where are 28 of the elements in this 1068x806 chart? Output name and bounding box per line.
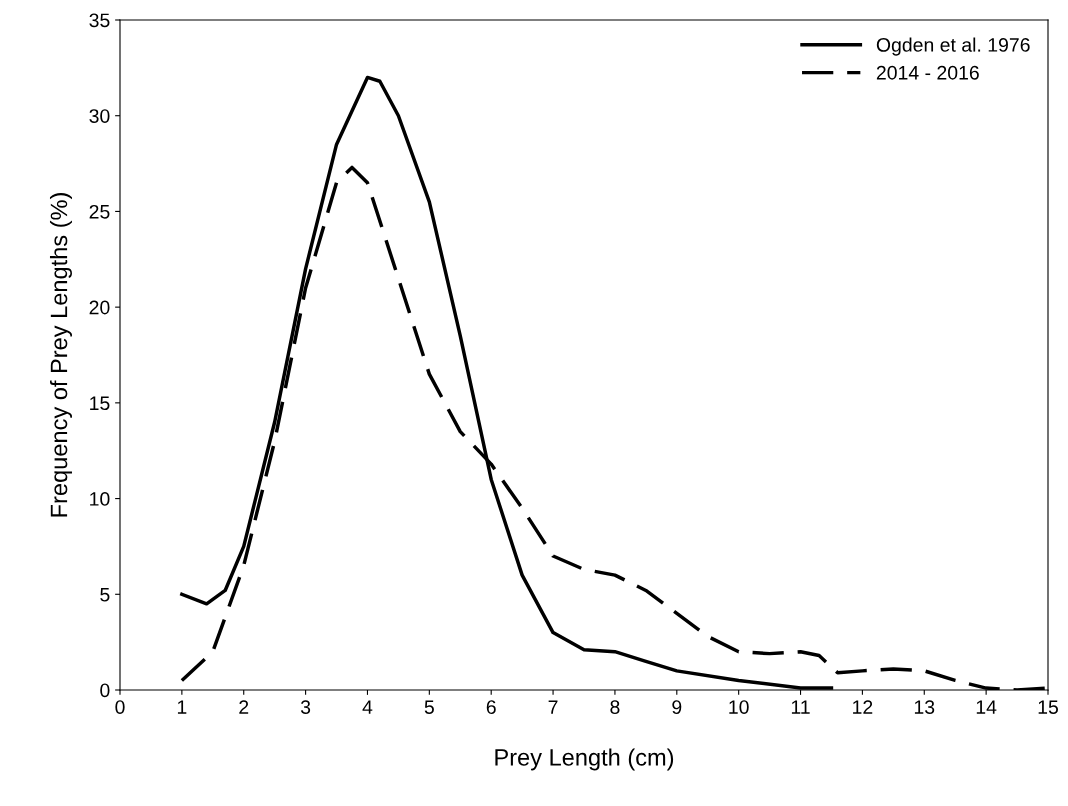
x-tick-label: 4 bbox=[362, 700, 373, 714]
x-axis-title: Prey Length (cm) bbox=[495, 748, 674, 771]
y-axis-title: Frequency of Prey Lengths (%) bbox=[49, 193, 72, 517]
y-tick-label: 0 bbox=[100, 683, 110, 698]
x-tick-label: 14 bbox=[976, 700, 997, 714]
x-tick-label: 8 bbox=[610, 700, 620, 714]
x-tick-label: 5 bbox=[424, 700, 434, 714]
x-tick-label: 12 bbox=[853, 700, 873, 714]
x-tick-label: 15 bbox=[1038, 700, 1058, 714]
x-tick-label: 10 bbox=[729, 700, 749, 714]
y-tick-label: 5 bbox=[100, 587, 110, 602]
legend-label: 2014 - 2016 bbox=[876, 65, 979, 80]
legend-label: Ogden et al. 1976 bbox=[876, 37, 1030, 56]
y-tick-label: 10 bbox=[90, 492, 110, 506]
y-tick-label: 25 bbox=[89, 204, 110, 219]
y-tick-label: 20 bbox=[89, 300, 110, 315]
x-tick-label: 0 bbox=[115, 700, 125, 714]
y-tick-label: 15 bbox=[90, 396, 110, 411]
x-tick-label: 7 bbox=[548, 700, 558, 714]
x-tick-label: 3 bbox=[300, 700, 311, 714]
x-tick-label: 11 bbox=[791, 700, 810, 714]
y-tick-label: 35 bbox=[89, 13, 110, 28]
x-tick-label: 13 bbox=[914, 700, 935, 714]
x-tick-label: 6 bbox=[486, 700, 496, 714]
x-tick-label: 2 bbox=[239, 700, 249, 714]
y-tick-label: 30 bbox=[89, 109, 110, 123]
x-tick-label: 1 bbox=[177, 700, 187, 714]
x-tick-label: 9 bbox=[672, 700, 682, 714]
